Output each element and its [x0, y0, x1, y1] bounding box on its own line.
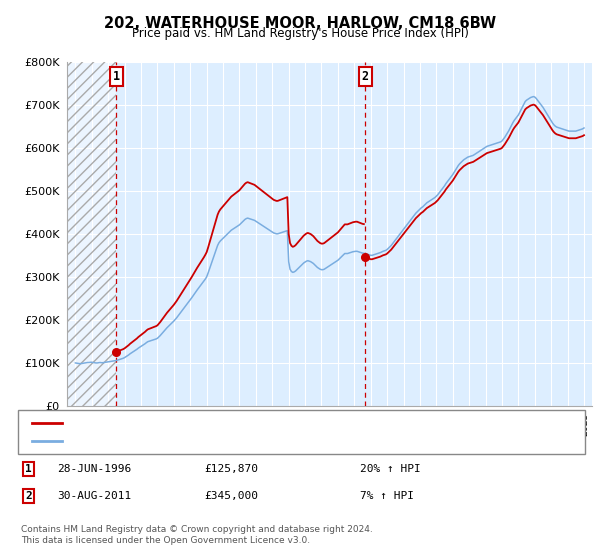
Text: HPI: Average price, detached house, Harlow: HPI: Average price, detached house, Harl… — [68, 436, 331, 446]
Text: 7% ↑ HPI: 7% ↑ HPI — [360, 491, 414, 501]
Text: 28-JUN-1996: 28-JUN-1996 — [57, 464, 131, 474]
Text: 1: 1 — [113, 70, 120, 83]
Bar — [67, 62, 116, 406]
Text: 1: 1 — [25, 464, 32, 474]
Text: 2: 2 — [362, 70, 369, 83]
Text: 202, WATERHOUSE MOOR, HARLOW, CM18 6BW (detached house): 202, WATERHOUSE MOOR, HARLOW, CM18 6BW (… — [68, 418, 412, 428]
Text: 2: 2 — [25, 491, 32, 501]
Text: £125,870: £125,870 — [204, 464, 258, 474]
Text: Contains HM Land Registry data © Crown copyright and database right 2024.
This d: Contains HM Land Registry data © Crown c… — [21, 525, 373, 545]
Bar — [67, 62, 116, 406]
Text: 20% ↑ HPI: 20% ↑ HPI — [360, 464, 421, 474]
Text: Price paid vs. HM Land Registry's House Price Index (HPI): Price paid vs. HM Land Registry's House … — [131, 27, 469, 40]
Text: 202, WATERHOUSE MOOR, HARLOW, CM18 6BW: 202, WATERHOUSE MOOR, HARLOW, CM18 6BW — [104, 16, 496, 31]
Text: £345,000: £345,000 — [204, 491, 258, 501]
Text: 30-AUG-2011: 30-AUG-2011 — [57, 491, 131, 501]
